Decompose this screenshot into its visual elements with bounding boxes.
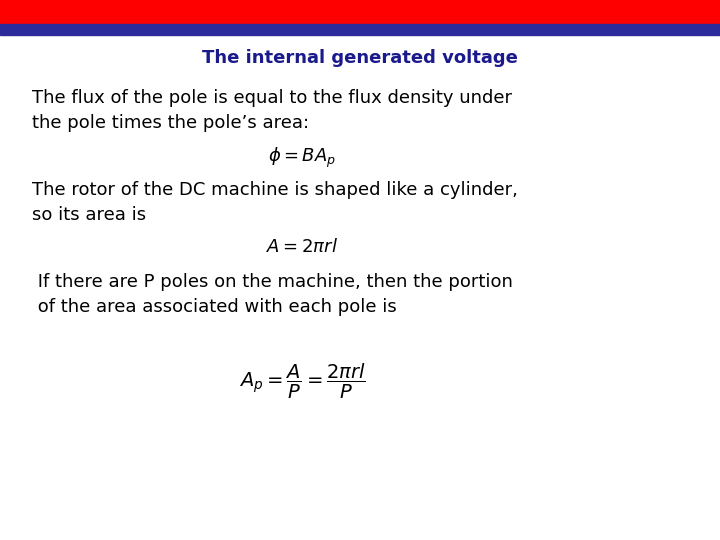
Text: The rotor of the DC machine is shaped like a cylinder,
so its area is: The rotor of the DC machine is shaped li…	[32, 181, 518, 224]
Text: $A_p = \dfrac{A}{P} = \dfrac{2\pi rl}{P}$: $A_p = \dfrac{A}{P} = \dfrac{2\pi rl}{P}…	[239, 362, 366, 401]
Bar	[0, 0, 720, 24]
Text: If there are P poles on the machine, then the portion
 of the area associated wi: If there are P poles on the machine, the…	[32, 273, 513, 316]
Text: The flux of the pole is equal to the flux density under
the pole times the pole’: The flux of the pole is equal to the flu…	[32, 89, 513, 132]
Text: The internal generated voltage: The internal generated voltage	[202, 49, 518, 66]
Bar	[0, 24, 720, 35]
Text: $A = 2\pi rl$: $A = 2\pi rl$	[266, 238, 338, 255]
Text: $\phi = BA_p$: $\phi = BA_p$	[269, 146, 336, 170]
